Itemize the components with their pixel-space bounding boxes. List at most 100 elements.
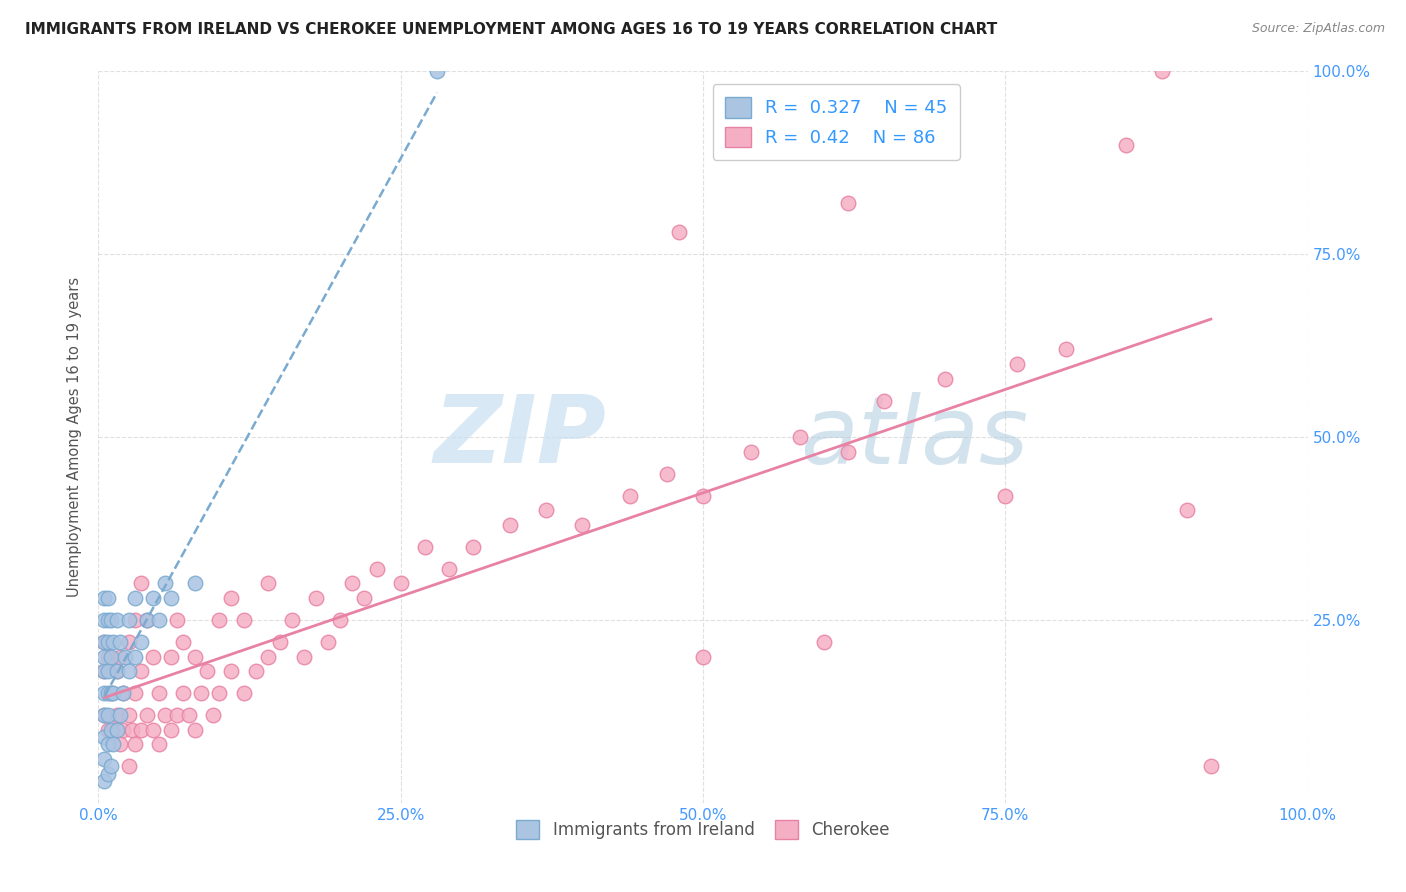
Point [813, 635, 835, 649]
Point [114, 649, 136, 664]
Point [97, 766, 120, 780]
Point [100, 686, 122, 700]
Point [142, 591, 165, 605]
Point [97, 708, 120, 723]
Point [135, 708, 157, 723]
Point [93, 664, 115, 678]
Point [789, 430, 811, 444]
Point [124, 686, 146, 700]
Point [118, 708, 141, 723]
Point [148, 686, 170, 700]
Point [166, 708, 188, 723]
Point [100, 613, 122, 627]
Point [108, 635, 131, 649]
Point [97, 591, 120, 605]
Point [129, 576, 152, 591]
Point [108, 708, 131, 723]
Point [100, 649, 122, 664]
Point [105, 708, 128, 723]
Point [179, 708, 201, 723]
Point [93, 730, 115, 744]
Point [232, 613, 254, 627]
Point [873, 393, 896, 408]
Text: ZIP: ZIP [433, 391, 606, 483]
Point [190, 686, 212, 700]
Point [93, 708, 115, 723]
Point [184, 576, 207, 591]
Point [101, 635, 124, 649]
Point [221, 664, 243, 678]
Point [111, 723, 134, 737]
Point [208, 686, 231, 700]
Point [692, 489, 714, 503]
Point [118, 664, 141, 678]
Point [571, 517, 593, 532]
Point [124, 591, 146, 605]
Point [245, 664, 267, 678]
Point [166, 613, 188, 627]
Point [93, 613, 115, 627]
Point [93, 664, 115, 678]
Point [437, 562, 460, 576]
Point [100, 686, 122, 700]
Point [97, 723, 120, 737]
Text: IMMIGRANTS FROM IRELAND VS CHEROKEE UNEMPLOYMENT AMONG AGES 16 TO 19 YEARS CORRE: IMMIGRANTS FROM IRELAND VS CHEROKEE UNEM… [25, 22, 998, 37]
Point [105, 723, 128, 737]
Point [740, 444, 762, 458]
Point [148, 737, 170, 751]
Point [1115, 137, 1137, 152]
Point [463, 540, 485, 554]
Point [837, 444, 859, 458]
Point [111, 686, 134, 700]
Point [1199, 759, 1222, 773]
Point [153, 708, 176, 723]
Point [1054, 343, 1077, 357]
Point [101, 737, 124, 751]
Point [184, 649, 207, 664]
Point [1007, 357, 1029, 371]
Point [148, 613, 170, 627]
Text: Source: ZipAtlas.com: Source: ZipAtlas.com [1251, 22, 1385, 36]
Point [135, 613, 157, 627]
Point [142, 723, 165, 737]
Point [837, 196, 859, 211]
Point [129, 635, 152, 649]
Point [100, 723, 122, 737]
Point [256, 576, 278, 591]
Point [101, 686, 124, 700]
Point [153, 576, 176, 591]
Point [221, 591, 243, 605]
Point [202, 708, 225, 723]
Point [498, 517, 520, 532]
Point [1175, 503, 1198, 517]
Point [124, 649, 146, 664]
Point [93, 708, 115, 723]
Point [994, 489, 1017, 503]
Point [93, 635, 115, 649]
Point [534, 503, 557, 517]
Text: atlas: atlas [800, 392, 1028, 483]
Point [389, 576, 412, 591]
Point [100, 759, 122, 773]
Point [269, 635, 291, 649]
Point [160, 649, 183, 664]
Point [129, 664, 152, 678]
Point [329, 613, 352, 627]
Point [124, 613, 146, 627]
Point [97, 664, 120, 678]
Point [184, 723, 207, 737]
Point [934, 371, 956, 385]
Point [142, 649, 165, 664]
Point [97, 635, 120, 649]
Point [292, 649, 315, 664]
Point [124, 737, 146, 751]
Point [195, 664, 218, 678]
Point [111, 686, 134, 700]
Point [97, 613, 120, 627]
Point [1152, 64, 1174, 78]
Point [93, 591, 115, 605]
Y-axis label: Unemployment Among Ages 16 to 19 years: Unemployment Among Ages 16 to 19 years [67, 277, 83, 597]
Point [413, 540, 436, 554]
Point [118, 635, 141, 649]
Point [232, 686, 254, 700]
